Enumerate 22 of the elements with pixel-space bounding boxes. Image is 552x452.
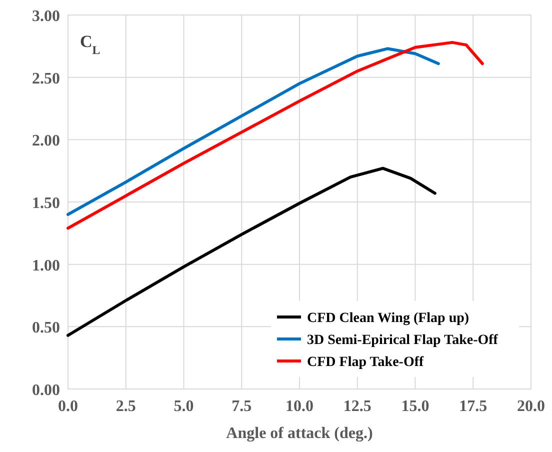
legend-label: CFD Clean Wing (Flap up) (307, 311, 470, 326)
x-tick-label: 17.5 (459, 398, 488, 415)
y-tick-label: 1.50 (32, 195, 60, 212)
x-tick-label: 7.5 (232, 398, 252, 415)
x-tick-label: 2.5 (116, 398, 136, 415)
y-axis-title: C$_{L}$ (80, 32, 100, 57)
y-tick-label: 0.50 (32, 320, 60, 337)
y-tick-label: 3.00 (32, 8, 60, 25)
legend-label: 3D Semi-Epirical Flap Take-Off (307, 333, 498, 348)
x-axis-title: Angle of attack (deg.) (226, 425, 373, 442)
x-tick-label: 0.0 (58, 398, 78, 415)
y-tick-label: 1.00 (32, 257, 60, 274)
x-tick-label: 20.0 (517, 398, 545, 415)
y-tick-label: 2.50 (32, 70, 60, 88)
y-tick-label: 0.00 (32, 382, 60, 399)
line-series (66, 47, 440, 216)
x-tick-label: 10.0 (286, 398, 314, 415)
x-tick-label: 15.0 (401, 398, 430, 415)
legend-label: CFD Flap Take-Off (307, 355, 424, 370)
y-tick-label: 2.00 (32, 132, 60, 150)
x-tick-label: 12.5 (343, 398, 372, 415)
x-tick-label: 5.0 (174, 398, 194, 415)
